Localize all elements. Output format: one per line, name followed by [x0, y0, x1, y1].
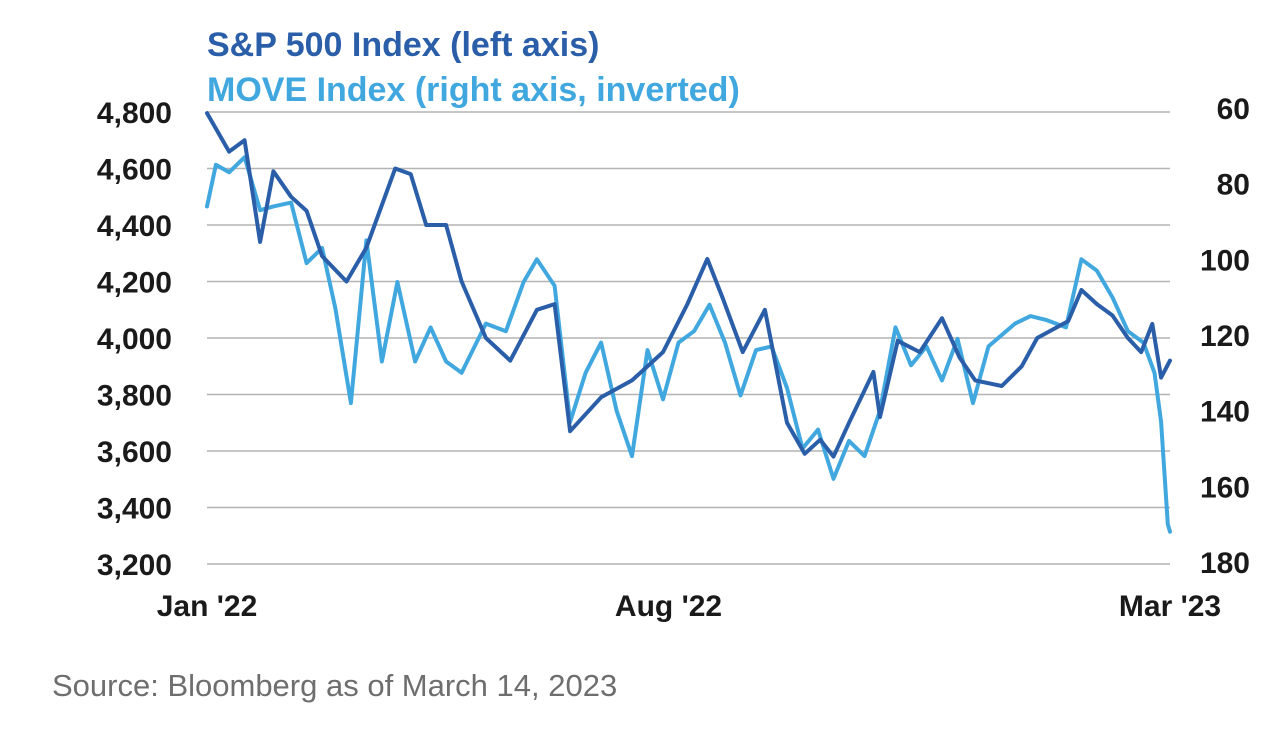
left-axis-tick-labels: 4,800 4,600 4,400 4,200 4,000 3,800 3,600 3,400…	[97, 97, 172, 582]
right-tick-label: 120	[1200, 320, 1250, 353]
chart: 4,800 4,600 4,400 4,200 4,000 3,800 3,600 3,400…	[97, 26, 1250, 623]
left-tick-label: 4,600	[97, 154, 172, 187]
series-lines	[205, 111, 1172, 534]
legend-entry: S&P 500 Index (left axis)	[207, 26, 599, 64]
left-tick-label: 3,200	[97, 549, 172, 582]
left-tick-label: 3,400	[97, 493, 172, 526]
right-tick-label: 140	[1200, 396, 1250, 429]
right-tick-label: 100	[1200, 244, 1250, 277]
source-note: Source: Bloomberg as of March 14, 2023	[52, 668, 618, 703]
left-tick-label: 3,800	[97, 380, 172, 413]
right-tick-label: 60	[1217, 93, 1250, 126]
left-tick-label: 4,800	[97, 97, 172, 130]
right-tick-label: 180	[1200, 547, 1250, 580]
left-tick-label: 4,400	[97, 210, 172, 243]
left-tick-label: 4,200	[97, 267, 172, 300]
x-axis-tick-labels: Jan '22 Aug '22 Mar '23	[157, 590, 1221, 623]
x-tick-label: Aug '22	[615, 590, 722, 623]
series-line-sp500	[205, 111, 1172, 459]
right-tick-label: 160	[1200, 471, 1250, 504]
left-tick-label: 3,600	[97, 436, 172, 469]
gridlines	[207, 111, 1170, 565]
series-line-move	[205, 155, 1172, 534]
legend: S&P 500 Index (left axis) MOVE Index (rig…	[207, 26, 740, 109]
x-tick-label: Mar '23	[1119, 590, 1221, 623]
legend-entry: MOVE Index (right axis, inverted)	[207, 71, 740, 109]
left-tick-label: 4,000	[97, 323, 172, 356]
right-tick-label: 80	[1217, 169, 1250, 202]
x-tick-label: Jan '22	[157, 590, 258, 623]
right-axis-tick-labels: 60 80 100 120 140 160 180	[1200, 93, 1250, 580]
